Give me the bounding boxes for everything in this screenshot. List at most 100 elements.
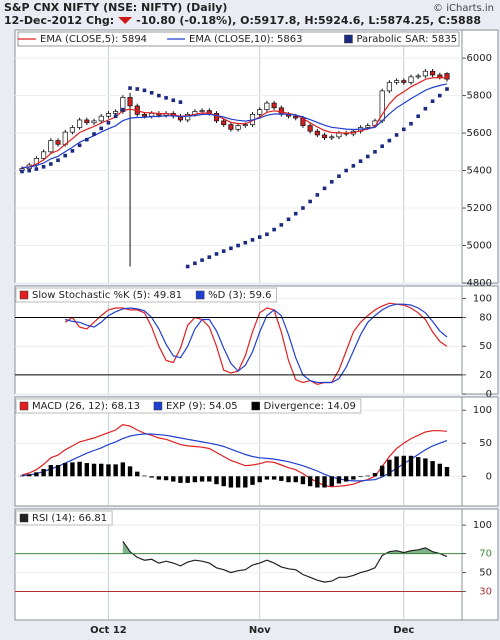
date-change: 12-Dec-2012 Chg:: [4, 14, 114, 27]
sar-dot: [178, 100, 183, 104]
divergence-bar: [336, 476, 342, 484]
series-line: [122, 540, 448, 583]
candle-body: [221, 120, 227, 125]
divergence-bar: [394, 456, 399, 477]
divergence-bar: [48, 465, 54, 477]
divergence-bar: [264, 476, 270, 480]
sar-dot: [301, 206, 305, 210]
overbought-fill: [122, 541, 440, 554]
legend-swatch: [19, 513, 29, 523]
divergence-bar: [250, 476, 255, 485]
divergence-bar: [113, 464, 118, 477]
sar-dot: [236, 243, 240, 248]
sar-dot: [279, 223, 284, 227]
legend-label: Divergence: 14.09: [264, 401, 356, 412]
y-tick-label: 50: [479, 341, 492, 352]
candle-body: [185, 113, 191, 121]
legend-swatch: [19, 401, 29, 411]
panel: [14, 508, 463, 621]
legend-swatch: [251, 401, 260, 411]
divergence-bar: [214, 476, 219, 485]
divergence-bar: [207, 476, 212, 482]
legend-label: RSI (14): 66.81: [32, 513, 107, 524]
sar-dot: [27, 168, 32, 173]
series-line: [64, 302, 448, 386]
sar-dot: [77, 143, 82, 148]
divergence-bar: [293, 476, 298, 483]
divergence-bar: [135, 471, 140, 477]
divergence-bar: [163, 476, 169, 481]
sar-dot: [63, 153, 68, 158]
sar-dot: [437, 93, 442, 98]
candle-body: [228, 124, 234, 130]
series-line: [21, 83, 448, 169]
divergence-bar: [228, 476, 234, 488]
divergence-bar: [257, 476, 262, 483]
sar-dot: [121, 107, 125, 112]
divergence-bar: [19, 475, 25, 477]
divergence-bar: [243, 476, 248, 488]
divergence-bar: [408, 455, 414, 477]
candle-body: [48, 140, 54, 153]
sar-dot: [337, 174, 341, 178]
y-tick-label: 5400: [467, 166, 492, 177]
sar-dot: [373, 150, 377, 154]
candle-body: [422, 70, 428, 77]
y-tick-label: 4800: [467, 278, 492, 289]
sar-dot: [207, 255, 212, 259]
quote: -10.80 (-0.18%), O:5917.8, H:5924.6, L:5…: [136, 14, 481, 27]
divergence-bar: [178, 476, 183, 483]
sar-dot: [243, 240, 248, 245]
divergence-bar: [307, 476, 313, 487]
divergence-bar: [415, 457, 421, 477]
sar-dot: [106, 120, 111, 125]
candle-body: [105, 113, 111, 117]
y-tick-label: 5200: [467, 203, 492, 214]
legend-box: [15, 287, 277, 303]
divergence-bar: [221, 476, 226, 487]
sar-dot: [308, 199, 312, 204]
sar-dot: [423, 106, 428, 111]
y-tick-label: 20: [479, 370, 492, 381]
divergence-bar: [120, 462, 126, 477]
sar-dot: [49, 162, 53, 166]
y-tick-label: 100: [473, 405, 492, 416]
candle-body: [408, 76, 414, 83]
divergence-bar: [322, 476, 327, 488]
x-tick-label: Oct 12: [90, 625, 127, 636]
divergence-bar: [235, 476, 241, 488]
legend-label: %D (3): 59.6: [208, 290, 271, 301]
y-tick-label: 0: [486, 389, 492, 400]
credit: © iCharts.in: [433, 3, 494, 14]
divergence-bar: [343, 476, 349, 482]
divergence-bar: [77, 461, 82, 477]
y-tick-label: 80: [479, 313, 492, 324]
sar-dot: [250, 238, 255, 242]
axis-strip: [461, 29, 499, 284]
legend-box: [15, 510, 113, 526]
x-tick-label: Dec: [393, 625, 414, 636]
sar-dot: [322, 186, 327, 191]
divergence-bar: [430, 461, 435, 477]
divergence-bar: [192, 476, 198, 483]
candle-body: [293, 115, 299, 119]
axis-strip: [461, 396, 499, 507]
y-tick-label: 50: [479, 568, 492, 579]
sar-dot: [257, 235, 262, 239]
legend-label: MACD (26, 12): 68.13: [32, 401, 140, 412]
candle-body: [314, 130, 320, 136]
divergence-bar: [91, 463, 97, 477]
divergence-bar: [279, 476, 284, 481]
candle-body: [141, 113, 148, 117]
series-line: [65, 303, 448, 384]
sar-dot: [409, 121, 413, 126]
candle-body: [120, 97, 126, 112]
sar-dot: [358, 159, 363, 163]
sar-dot: [329, 180, 334, 184]
divergence-bar: [401, 455, 406, 477]
sar-dot: [445, 87, 449, 91]
divergence-bar: [358, 476, 363, 477]
candle-body: [365, 125, 371, 128]
divergence-bar: [300, 476, 306, 485]
sar-dot: [34, 167, 39, 171]
